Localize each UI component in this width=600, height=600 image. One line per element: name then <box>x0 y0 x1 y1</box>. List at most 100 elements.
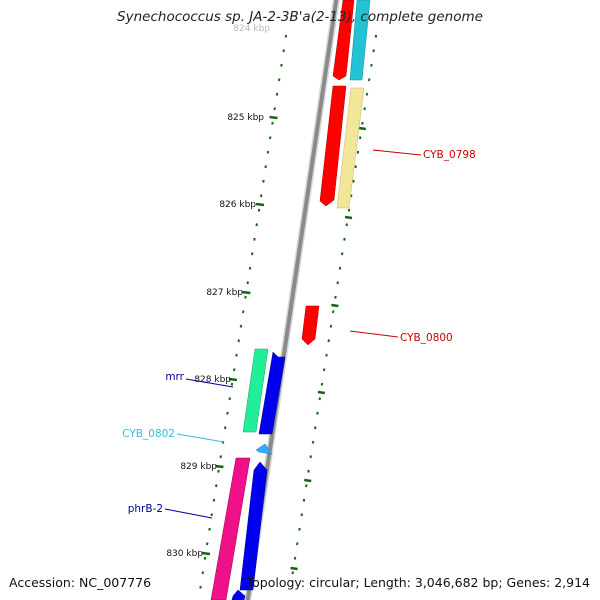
scale-label-827kbp: 827 kbp <box>206 288 243 298</box>
scale-dots <box>199 34 378 589</box>
scale-dot <box>358 136 362 140</box>
scale-dot <box>340 252 344 256</box>
scale-major-tick <box>215 464 224 469</box>
scale-ticks <box>201 115 366 571</box>
scale-dot <box>338 266 342 270</box>
scale-dot <box>266 150 270 154</box>
scale-dot <box>345 223 348 227</box>
scale-dot <box>302 498 306 502</box>
scale-dot <box>235 353 238 357</box>
scale-major-tick <box>228 377 238 382</box>
scale-dot <box>264 165 267 169</box>
scale-dot <box>298 527 301 531</box>
scale-dot <box>228 397 232 401</box>
scale-dot <box>316 411 319 415</box>
genome-summary-text: Topology: circular; Length: 3,046,682 bp… <box>246 575 590 590</box>
scale-dot <box>205 542 209 546</box>
gene-feature-cyb-0802 <box>255 443 273 455</box>
scale-dot <box>246 281 249 285</box>
scale-dot <box>199 585 202 589</box>
scale-dot <box>363 107 366 111</box>
scale-dot <box>307 469 310 473</box>
scale-dot <box>354 165 357 169</box>
scale-dot <box>322 368 326 372</box>
scale-dot <box>212 498 216 502</box>
page-title: Synechococcus sp. JA-2-3B'a(2-13), compl… <box>117 9 483 25</box>
scale-dot <box>320 382 324 386</box>
scale-label-828kbp: 828 kbp <box>194 375 231 385</box>
gene-feature-blue-2 <box>239 461 268 591</box>
scale-label-824kbp: 824 kbp <box>233 24 270 34</box>
scale-dot <box>372 49 375 53</box>
callout-line-phrb-2 <box>164 508 213 519</box>
scale-dot <box>257 208 261 212</box>
scale-dot <box>284 34 288 38</box>
scale-dot <box>203 556 207 560</box>
callout-line-cyb-0798 <box>372 149 422 156</box>
scale-dot <box>259 194 263 198</box>
scale-major-tick <box>290 566 298 571</box>
gene-label-phrb-2: phrB-2 <box>128 503 163 515</box>
scale-dot <box>210 513 214 517</box>
scale-dot <box>336 281 339 285</box>
scale-dot <box>277 78 281 82</box>
scale-label-826kbp: 826 kbp <box>219 200 256 210</box>
gene-feature-blue-3 <box>231 589 246 600</box>
scale-dot <box>253 237 256 241</box>
gene-feature-mrr <box>242 348 269 433</box>
gene-label-cyb-0802: CYB_0802 <box>122 428 175 440</box>
scale-major-tick <box>269 115 278 120</box>
scale-dot <box>356 150 360 154</box>
scale-dot <box>367 78 371 82</box>
scale-dot <box>313 426 317 430</box>
scale-dot <box>250 252 254 256</box>
scale-dot <box>361 121 364 125</box>
scale-dot <box>268 136 272 140</box>
scale-major-tick <box>201 551 211 556</box>
scale-dot <box>226 411 229 415</box>
scale-dot <box>232 368 236 372</box>
scale-major-tick <box>344 215 353 220</box>
gene-label-mrr: mrr <box>165 371 184 383</box>
scale-dot <box>237 339 240 343</box>
callout-line-cyb-0802 <box>176 433 225 443</box>
scale-dot <box>291 571 295 575</box>
scale-dot <box>208 527 211 531</box>
scale-dot <box>280 63 283 67</box>
scale-dot <box>329 324 333 328</box>
gene-feature-cyb-0798-yellow <box>336 87 365 209</box>
scale-dot <box>282 49 285 53</box>
scale-dot <box>230 382 234 386</box>
scale-major-tick <box>331 303 339 308</box>
scale-dot <box>370 63 373 67</box>
scale-dot <box>219 455 223 459</box>
scale-dot <box>327 339 330 343</box>
gene-label-cyb-0800: CYB_0800 <box>400 332 453 344</box>
gene-feature-cyan-top <box>349 0 371 81</box>
scale-dot <box>334 295 337 299</box>
scale-dot <box>273 107 276 111</box>
gene-feature-phrb-2 <box>210 457 251 600</box>
scale-dot <box>309 455 313 459</box>
scale-dot <box>248 266 252 270</box>
accession-text: Accession: NC_007776 <box>9 575 152 590</box>
callout-line-mrr <box>185 378 234 388</box>
scale-dot <box>318 397 322 401</box>
scale-major-tick <box>304 478 312 483</box>
scale-major-tick <box>358 126 366 131</box>
scale-dot <box>239 324 243 328</box>
scale-dot <box>311 440 315 444</box>
scale-major-tick <box>242 290 251 295</box>
gene-feature-cyb-0800 <box>301 305 320 346</box>
scale-dot <box>244 295 247 299</box>
gene-feature-blue-1 <box>258 351 286 435</box>
scale-dot <box>217 469 220 473</box>
scale-dot <box>325 353 328 357</box>
scale-dot <box>262 179 265 183</box>
scale-dot <box>343 237 346 241</box>
scale-dot <box>293 556 297 560</box>
scale-dot <box>201 571 205 575</box>
scale-dot <box>241 310 245 314</box>
scale-dot <box>365 92 369 96</box>
